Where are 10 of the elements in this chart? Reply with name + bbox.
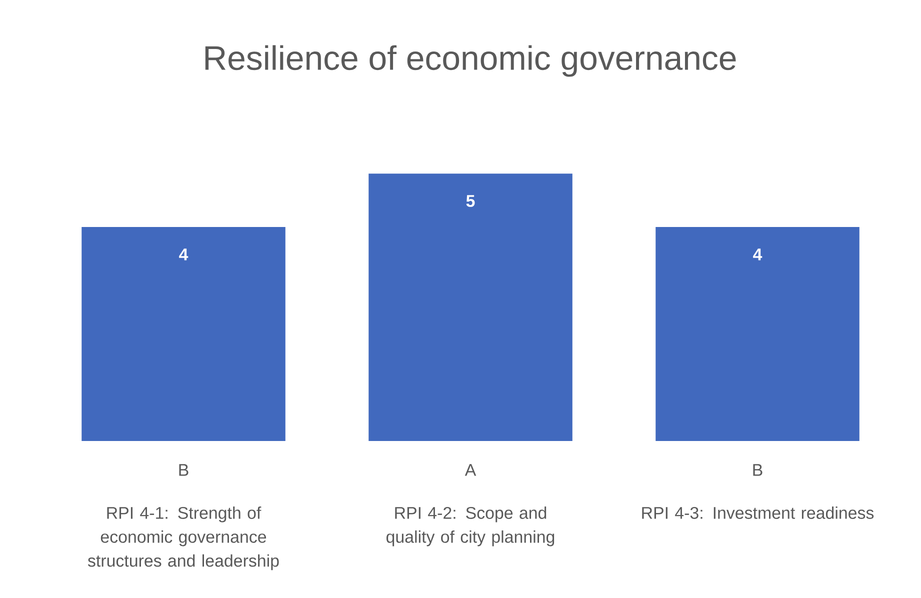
x-tick-label: RPI 4-1: Strength of economic governance structures and leadership [88,506,279,570]
data-label: 5 [466,195,475,207]
text: A [464,464,476,476]
text: B [179,464,188,476]
x-tick-label: RPI 4-2: Scope and quality of city planning [386,506,554,546]
chart-title: Resilience of economic governance [205,45,736,77]
text: B [753,464,762,476]
data-label: 4 [179,248,188,260]
data-label: 4 [753,248,762,260]
x-tick-label: RPI 4-3: Investment readiness [642,506,874,519]
